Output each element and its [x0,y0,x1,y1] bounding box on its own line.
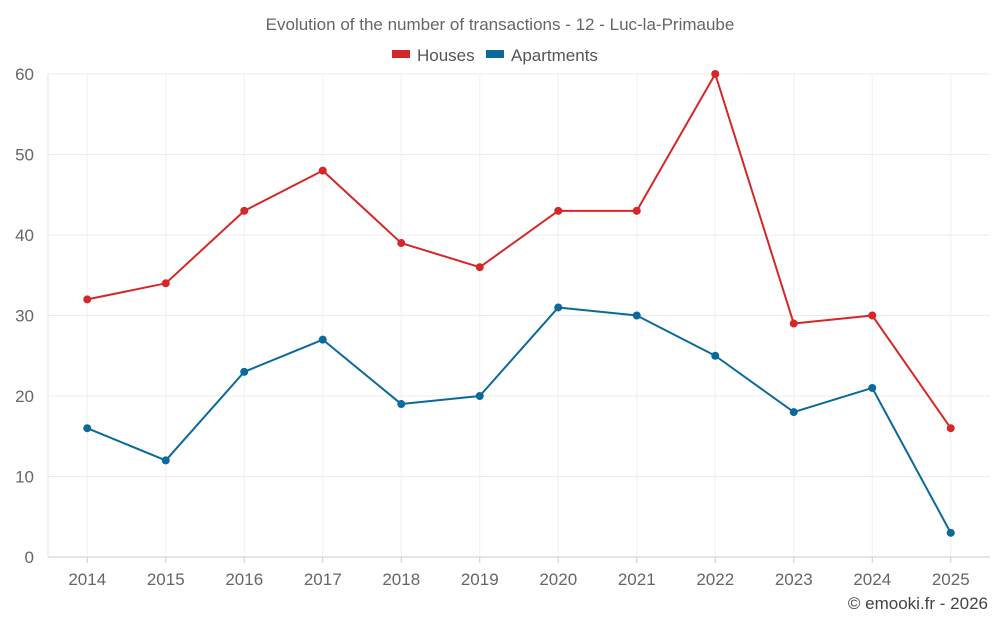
data-point-apartments[interactable] [554,303,563,312]
data-point-apartments[interactable] [946,528,955,537]
axes: 0 10 20 30 40 50 60 2014 2015 2016 2017 2018 2019 202… [15,65,970,589]
series-line-houses [87,73,952,429]
data-point-houses[interactable] [789,319,798,328]
chart-title: Evolution of the number of transactions … [266,15,735,34]
credit-text: © emooki.fr - 2026 [848,594,988,613]
x-tick-label: 2017 [304,570,342,589]
y-tick-label: 10 [15,468,34,487]
legend-swatch-houses [392,50,410,58]
data-point-apartments[interactable] [475,392,484,400]
data-point-apartments[interactable] [161,456,170,465]
data-point-apartments[interactable] [632,311,641,320]
y-tick-label: 30 [15,307,34,326]
data-point-houses[interactable] [397,239,406,248]
x-tick-label: 2025 [932,570,970,589]
y-tick-label: 0 [25,548,34,567]
x-tick-label: 2020 [539,570,577,589]
data-point-houses[interactable] [711,70,720,78]
legend: Houses Apartments [392,46,598,65]
series-line-apartments [86,306,952,534]
legend-label-apartments[interactable]: Apartments [511,46,598,65]
data-point-apartments[interactable] [83,424,92,433]
x-tick-label: 2022 [696,570,734,589]
grid [48,73,990,558]
data-point-houses[interactable] [946,424,955,433]
data-point-houses[interactable] [632,206,641,215]
x-tick-label: 2023 [775,570,813,589]
legend-swatch-apartments [486,50,504,58]
data-point-houses[interactable] [240,206,249,215]
legend-label-houses[interactable]: Houses [417,46,475,65]
y-tick-label: 60 [15,65,34,84]
data-point-houses[interactable] [161,279,170,288]
x-tick-label: 2014 [68,570,106,589]
x-tick-label: 2021 [618,570,656,589]
data-point-apartments[interactable] [868,383,877,392]
data-point-apartments[interactable] [318,335,327,344]
data-point-apartments[interactable] [240,367,249,376]
x-tick-label: 2015 [147,570,185,589]
data-point-houses[interactable] [83,295,92,304]
y-tick-label: 20 [15,387,34,406]
data-point-apartments[interactable] [711,351,720,360]
data-point-apartments[interactable] [397,400,406,409]
y-tick-label: 50 [15,146,34,165]
x-tick-label: 2019 [461,570,499,589]
x-tick-label: 2024 [853,570,891,589]
data-point-houses[interactable] [868,311,877,320]
data-point-houses[interactable] [318,166,327,175]
data-point-houses[interactable] [554,206,563,215]
y-tick-label: 40 [15,226,34,245]
x-tick-label: 2016 [225,570,263,589]
series-layer [83,70,955,537]
x-tick-label: 2018 [382,570,420,589]
data-point-houses[interactable] [475,263,484,272]
data-point-apartments[interactable] [789,408,798,417]
